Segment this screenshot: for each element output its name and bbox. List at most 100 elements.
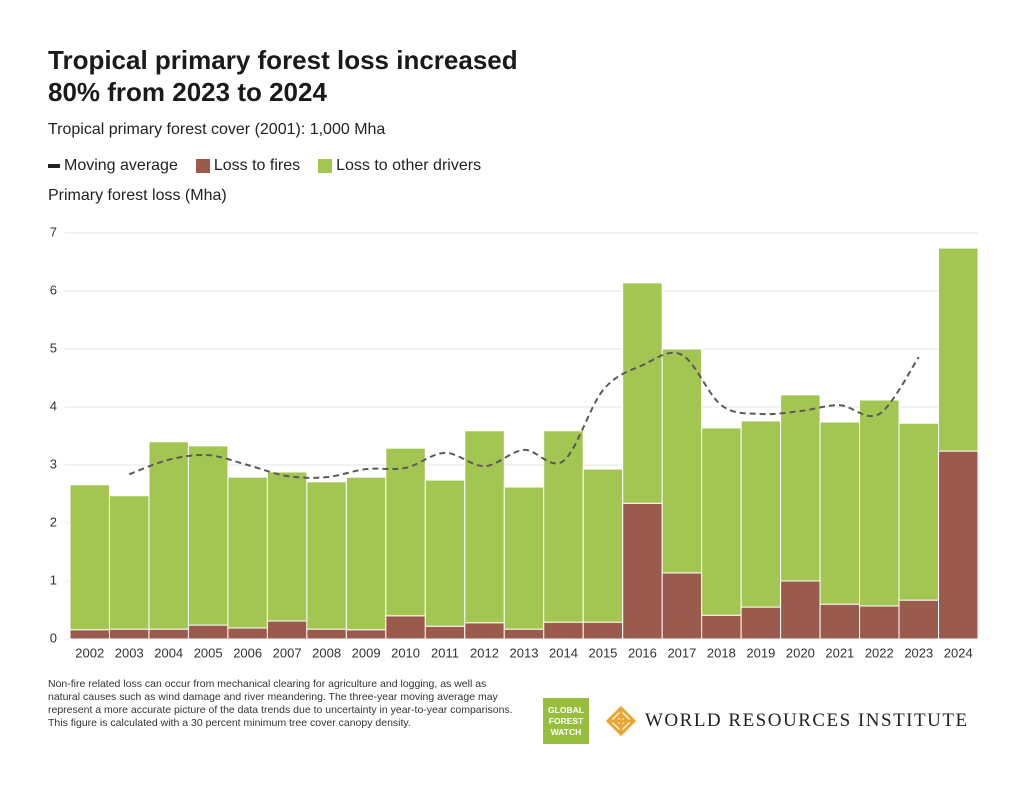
- y-tick-label: 3: [50, 456, 57, 471]
- bar-segment: [938, 450, 979, 640]
- bar-segment: [385, 447, 426, 617]
- legend-item: Loss to other drivers: [318, 157, 481, 175]
- logo-text: WATCH: [550, 726, 582, 737]
- x-tick-label: 2010: [391, 645, 420, 660]
- bar-segment: [108, 628, 150, 640]
- bar-segment: [780, 580, 821, 640]
- bar-segment: [385, 615, 426, 640]
- bar-segment: [227, 476, 268, 629]
- legend-label: Loss to fires: [213, 157, 301, 174]
- bar-segment: [148, 628, 189, 640]
- chart-title: Tropical primary forest loss increased 8…: [48, 45, 518, 107]
- bar-segment: [69, 484, 110, 631]
- x-tick-label: 2013: [510, 645, 539, 660]
- x-tick-label: 2003: [115, 645, 144, 660]
- bar-segment: [622, 502, 663, 640]
- bar-segment: [424, 479, 466, 627]
- bar-segment: [819, 421, 861, 605]
- bar-segment: [424, 625, 466, 640]
- bar-segment: [187, 624, 229, 640]
- x-tick-label: 2012: [470, 645, 499, 660]
- y-tick-label: 5: [50, 340, 57, 355]
- y-tick-label: 6: [50, 282, 57, 297]
- y-tick-label: 7: [50, 224, 57, 239]
- logo-text: FOREST: [548, 715, 584, 726]
- bar-segment: [306, 481, 347, 630]
- bar-segment: [780, 394, 821, 582]
- bar-segment: [898, 422, 940, 601]
- bar-segment: [227, 627, 268, 640]
- x-tick-label: 2002: [75, 645, 104, 660]
- bar-segment: [701, 427, 742, 616]
- bar-segment: [543, 430, 584, 623]
- legend-item: Loss to fires: [195, 157, 301, 175]
- bar-segment: [306, 628, 347, 640]
- footnote: Non-fire related loss can occur from mec…: [48, 678, 513, 729]
- bar-segment: [148, 441, 189, 630]
- x-tick-label: 2014: [549, 645, 578, 660]
- x-tick-label: 2011: [431, 645, 459, 660]
- bar-segment: [503, 486, 545, 630]
- bar-segment: [740, 420, 782, 608]
- legend-label: Moving average: [64, 157, 178, 174]
- x-tick-label: 2021: [825, 645, 854, 660]
- x-tick-label: 2024: [944, 645, 973, 660]
- x-tick-label: 2015: [588, 645, 617, 660]
- bar-segment: [464, 622, 505, 640]
- x-tick-label: 2019: [746, 645, 775, 660]
- bar-segment: [740, 606, 782, 640]
- bar-segment: [819, 603, 861, 640]
- x-tick-label: 2007: [273, 645, 302, 660]
- bar-segment: [582, 621, 624, 640]
- x-tick-label: 2018: [707, 645, 736, 660]
- bar-segment: [69, 629, 110, 640]
- x-tick-label: 2009: [352, 645, 381, 660]
- bar-segment: [938, 247, 979, 452]
- wri-logo: WORLD RESOURCES INSTITUTE: [645, 710, 969, 731]
- x-tick-label: 2017: [667, 645, 696, 660]
- moving-average-line: [128, 351, 920, 479]
- x-tick-label: 2022: [865, 645, 894, 660]
- bar-segment: [582, 468, 624, 623]
- legend: Moving average Loss to fires Loss to other…: [48, 157, 481, 175]
- legend-swatch: [195, 159, 210, 173]
- legend-swatch: [48, 164, 60, 168]
- bar-segment: [345, 476, 387, 631]
- y-tick-label: 0: [50, 630, 57, 645]
- x-tick-label: 2005: [194, 645, 223, 660]
- x-tick-label: 2006: [233, 645, 262, 660]
- bar-segment: [859, 399, 900, 607]
- legend-item: Moving average: [48, 157, 178, 175]
- bar-segment: [661, 572, 703, 640]
- gfw-logo: GLOBAL FOREST WATCH: [543, 698, 589, 744]
- bar-segment: [503, 628, 545, 640]
- bar-segment: [701, 614, 742, 640]
- y-tick-label: 2: [50, 514, 57, 529]
- legend-label: Loss to other drivers: [336, 157, 482, 174]
- chart-subtitle: Tropical primary forest cover (2001): 1,…: [48, 121, 386, 138]
- logo-text: GLOBAL: [548, 704, 584, 715]
- x-tick-label: 2023: [904, 645, 933, 660]
- x-tick-label: 2004: [154, 645, 183, 660]
- legend-swatch: [318, 159, 333, 173]
- bar-segment: [187, 445, 229, 626]
- bar-segment: [108, 495, 150, 630]
- bar-segment: [622, 282, 663, 504]
- x-tick-label: 2016: [628, 645, 657, 660]
- bar-segment: [661, 348, 703, 574]
- bar-segment: [345, 629, 387, 640]
- bar-segment: [543, 621, 584, 640]
- y-axis-label: Primary forest loss (Mha): [48, 187, 227, 204]
- x-tick-label: 2008: [312, 645, 341, 660]
- bar-segment: [464, 430, 505, 624]
- x-tick-label: 2020: [786, 645, 815, 660]
- y-tick-label: 4: [50, 398, 57, 413]
- bar-segment: [898, 599, 940, 640]
- bar-segment: [266, 620, 308, 640]
- bar-segment: [859, 605, 900, 640]
- y-tick-label: 1: [50, 572, 57, 587]
- wri-icon: [606, 706, 636, 736]
- bar-segment: [266, 471, 308, 622]
